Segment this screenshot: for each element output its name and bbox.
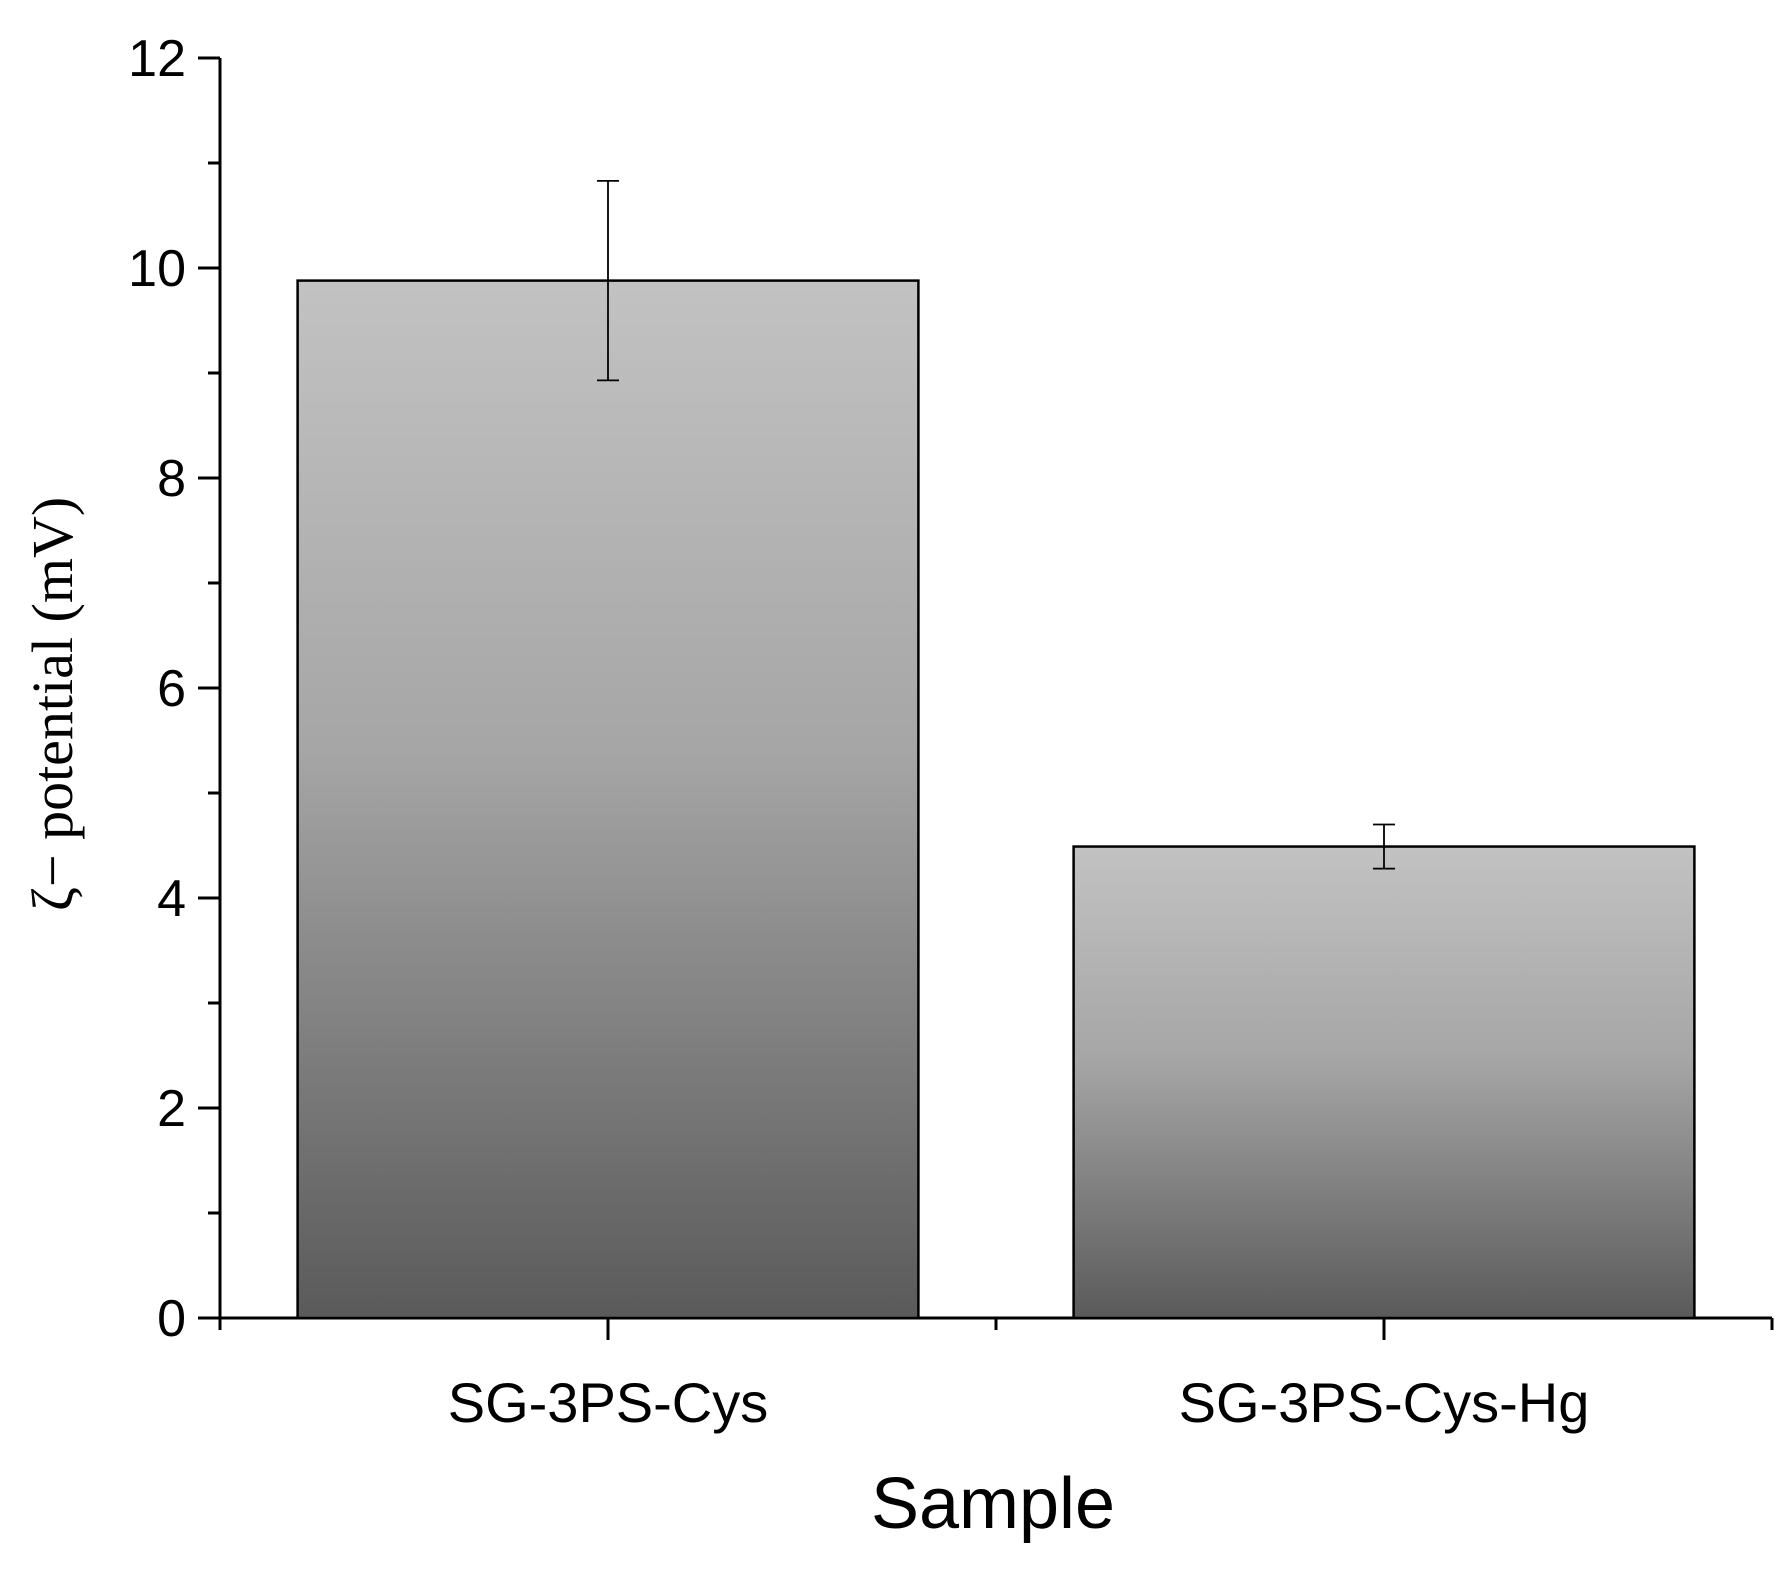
y-tick-label: 12 [128, 30, 186, 88]
bar-sg-3ps-cys-hg [1072, 845, 1696, 1320]
y-tick-label: 8 [157, 450, 186, 508]
y-tick-label: 4 [157, 870, 186, 928]
y-tick-label: 10 [128, 240, 186, 298]
y-tick-label: 2 [157, 1080, 186, 1138]
y-tick-label: 6 [157, 660, 186, 718]
y-tick-label: 0 [157, 1290, 186, 1348]
bar-sg-3ps-cys [296, 279, 920, 1320]
x-tick-label: SG-3PS-Cys-Hg [1179, 1371, 1590, 1434]
y-axis-title: ζ− potential (mV) [20, 497, 85, 911]
plot-area: 0 2 4 6 8 10 12 SG-3PS-Cys SG-3PS-Cys-Hg [128, 30, 1774, 1434]
x-tick-label: SG-3PS-Cys [448, 1371, 769, 1434]
x-axis-title: Sample [871, 1464, 1115, 1544]
